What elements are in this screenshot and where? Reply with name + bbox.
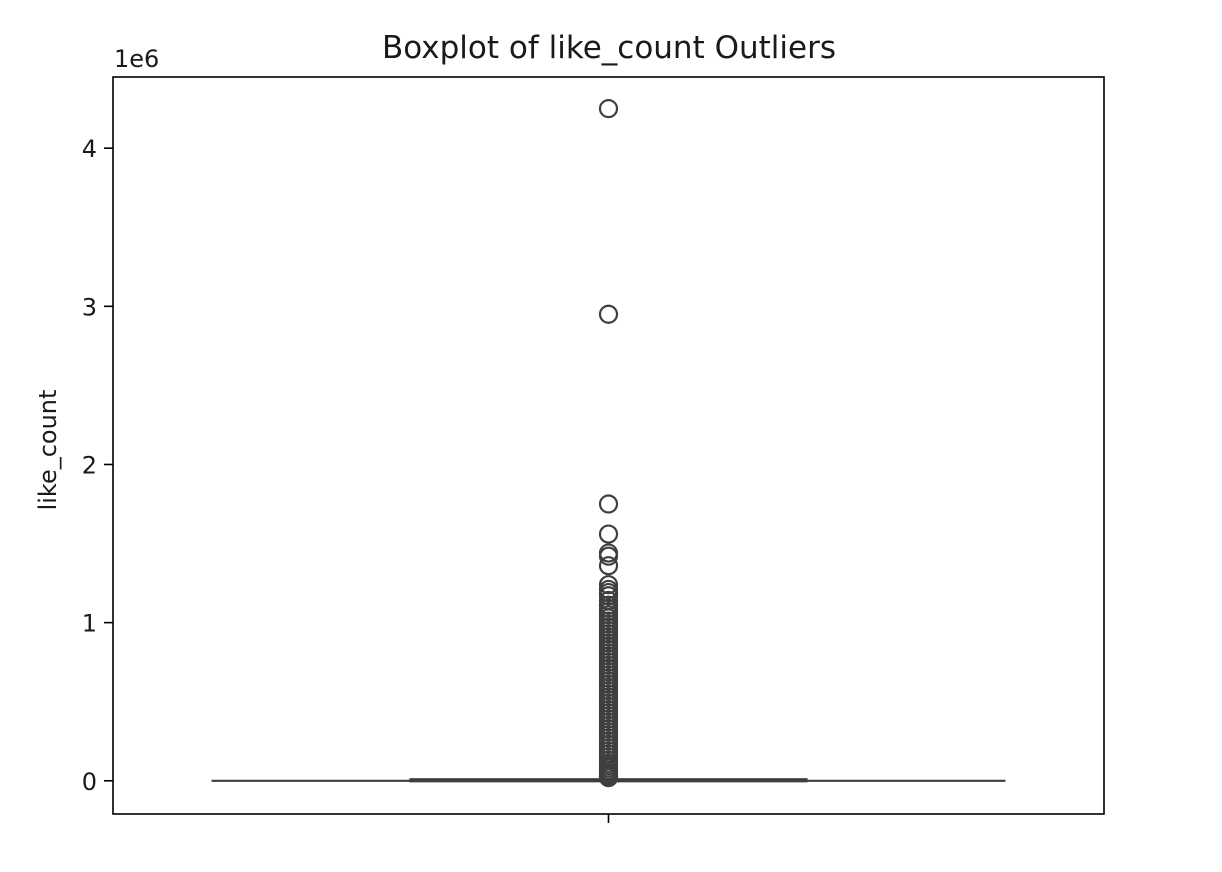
y-tick-label: 1 (82, 610, 97, 638)
outlier-point (598, 768, 619, 788)
y-tick-label: 4 (82, 135, 97, 163)
y-axis: 0 1 2 3 4 (82, 135, 113, 796)
outlier-point (598, 586, 619, 606)
y-tick-label: 0 (82, 768, 97, 796)
y-axis-offset-label: 1e6 (114, 45, 159, 73)
chart-title: Boxplot of like_count Outliers (382, 30, 836, 66)
y-tick-label: 3 (82, 293, 97, 321)
y-axis-label: like_count (34, 390, 62, 511)
outlier-point (598, 546, 619, 566)
outlier-point (598, 556, 619, 576)
outlier-point (598, 524, 619, 544)
outlier-point (598, 304, 619, 324)
y-tick-label: 2 (82, 451, 97, 479)
outlier-point (598, 575, 619, 595)
plot-area (112, 76, 1105, 815)
outlier-point (598, 99, 619, 119)
outlier-point (598, 494, 619, 514)
